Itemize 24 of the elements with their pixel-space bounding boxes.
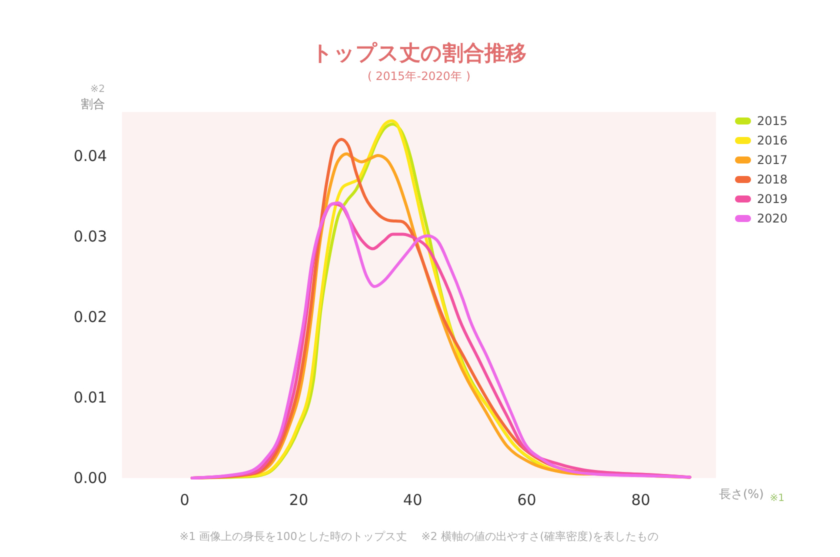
legend-label: 2017 xyxy=(757,153,788,167)
legend-label: 2018 xyxy=(757,172,788,186)
chart-subtitle: ( 2015年-2020年 ) xyxy=(368,69,470,83)
x-tick-label: 20 xyxy=(289,491,308,509)
y-tick-label: 0.02 xyxy=(74,308,107,326)
text: ※2 xyxy=(90,84,105,95)
text: ※1 画像上の身長を100とした時のトップス丈 xyxy=(179,530,408,543)
y-tick-label: 0.00 xyxy=(74,469,107,487)
y-axis-title: 割合 xyxy=(81,97,105,111)
x-tick-label: 80 xyxy=(631,491,650,509)
text: ※1 xyxy=(770,493,785,504)
y-tick-label: 0.01 xyxy=(74,388,107,407)
legend-label: 2016 xyxy=(757,134,788,148)
x-axis-title: 長さ(%) xyxy=(719,487,764,501)
y-tick-label: 0.04 xyxy=(74,147,107,166)
x-tick-label: 0 xyxy=(180,491,190,509)
x-tick-label: 60 xyxy=(517,491,536,509)
legend-label: 2020 xyxy=(757,212,788,226)
y-tick-label: 0.03 xyxy=(74,228,107,246)
legend-label: 2015 xyxy=(757,114,788,128)
chart-title: トップス丈の割合推移 xyxy=(312,41,526,65)
text: ※2 横軸の値の出やすさ(確率密度)を表したもの xyxy=(421,530,659,543)
x-tick-label: 40 xyxy=(403,491,422,509)
legend-label: 2019 xyxy=(757,192,788,206)
